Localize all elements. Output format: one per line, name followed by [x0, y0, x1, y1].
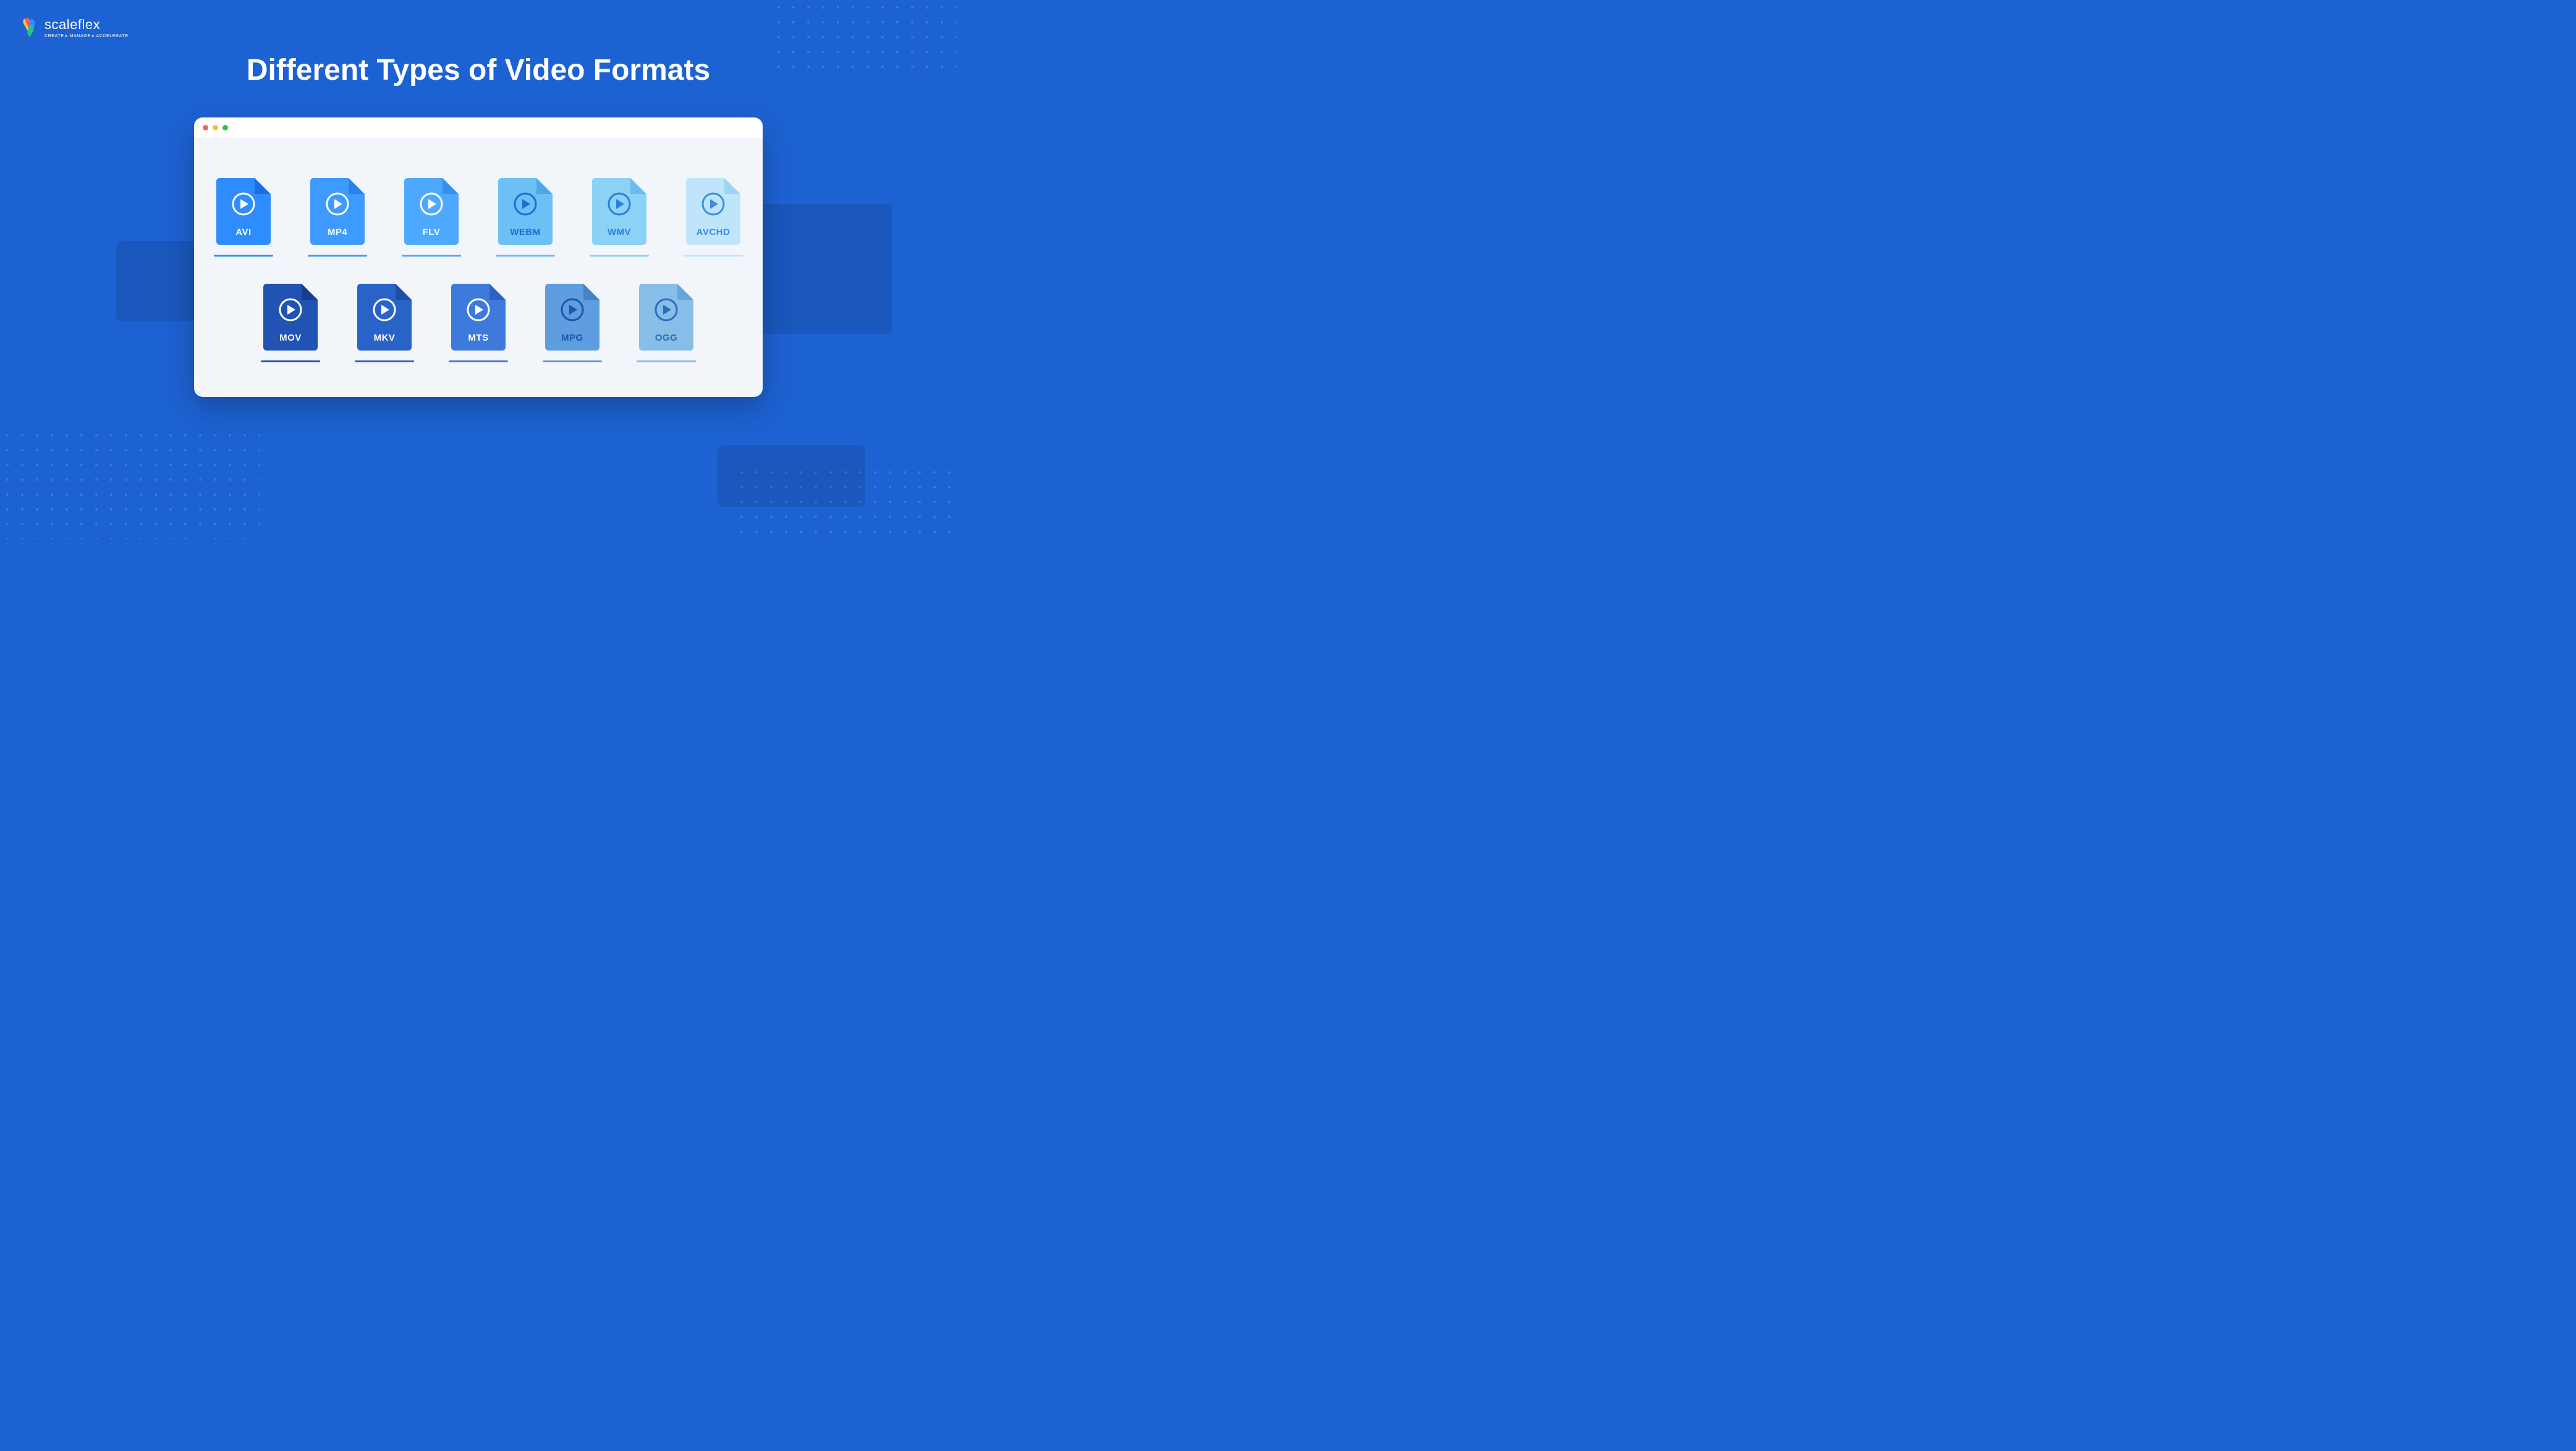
file-icon: MKV: [357, 284, 412, 351]
background-shape: [717, 445, 865, 507]
file-icon: OGG: [639, 284, 693, 351]
file-underline: [261, 360, 320, 362]
svg-text:MKV: MKV: [374, 333, 396, 343]
file-icon: MPG: [545, 284, 600, 351]
file-underline: [543, 360, 602, 362]
window-body: AVI MP4 FLV WEBM WMV AVCHD: [194, 138, 763, 397]
format-row: MOV MKV MTS MPG OGG: [258, 284, 698, 362]
file-underline: [355, 360, 414, 362]
file-underline: [590, 255, 649, 257]
file-icon: WMV: [592, 178, 646, 245]
svg-text:MTS: MTS: [468, 333, 488, 343]
file-icon: AVCHD: [686, 178, 740, 245]
format-row: AVI MP4 FLV WEBM WMV AVCHD: [211, 178, 745, 257]
svg-text:AVI: AVI: [235, 227, 251, 237]
page-title: Different Types of Video Formats: [0, 53, 957, 87]
file-icon: WEBM: [498, 178, 553, 245]
logo: scaleflex CREATE ▸ MANAGE ▸ ACCELERATE: [21, 16, 129, 38]
svg-text:MOV: MOV: [279, 333, 302, 343]
logo-name: scaleflex: [44, 17, 129, 33]
file-icon: MOV: [263, 284, 318, 351]
window: AVI MP4 FLV WEBM WMV AVCHD: [194, 117, 763, 397]
dot-pattern: [0, 428, 260, 539]
file-format-ogg: OGG: [634, 284, 698, 362]
titlebar-dot-minimize: [213, 125, 218, 130]
svg-text:AVCHD: AVCHD: [697, 227, 731, 237]
file-format-mpg: MPG: [540, 284, 604, 362]
file-underline: [449, 360, 508, 362]
file-format-mov: MOV: [258, 284, 323, 362]
file-format-flv: FLV: [399, 178, 464, 257]
file-underline: [214, 255, 273, 257]
file-underline: [402, 255, 461, 257]
file-icon: MP4: [310, 178, 365, 245]
file-format-webm: WEBM: [493, 178, 557, 257]
file-icon: FLV: [404, 178, 459, 245]
file-format-wmv: WMV: [587, 178, 651, 257]
titlebar-dot-close: [203, 125, 208, 130]
file-underline: [308, 255, 367, 257]
svg-text:WMV: WMV: [608, 227, 631, 237]
file-format-mp4: MP4: [305, 178, 370, 257]
window-titlebar: [194, 117, 763, 138]
file-format-avchd: AVCHD: [681, 178, 745, 257]
file-format-mkv: MKV: [352, 284, 417, 362]
file-format-avi: AVI: [211, 178, 276, 257]
file-underline: [496, 255, 555, 257]
svg-text:OGG: OGG: [655, 333, 678, 343]
svg-text:FLV: FLV: [423, 227, 441, 237]
logo-tagline: CREATE ▸ MANAGE ▸ ACCELERATE: [44, 33, 129, 38]
file-icon: MTS: [451, 284, 506, 351]
titlebar-dot-zoom: [222, 125, 228, 130]
logo-mark-icon: [21, 16, 40, 38]
file-underline: [684, 255, 743, 257]
svg-text:MP4: MP4: [328, 227, 348, 237]
svg-text:WEBM: WEBM: [510, 227, 541, 237]
svg-text:MPG: MPG: [561, 333, 583, 343]
file-icon: AVI: [216, 178, 271, 245]
file-format-mts: MTS: [446, 284, 511, 362]
file-underline: [637, 360, 696, 362]
